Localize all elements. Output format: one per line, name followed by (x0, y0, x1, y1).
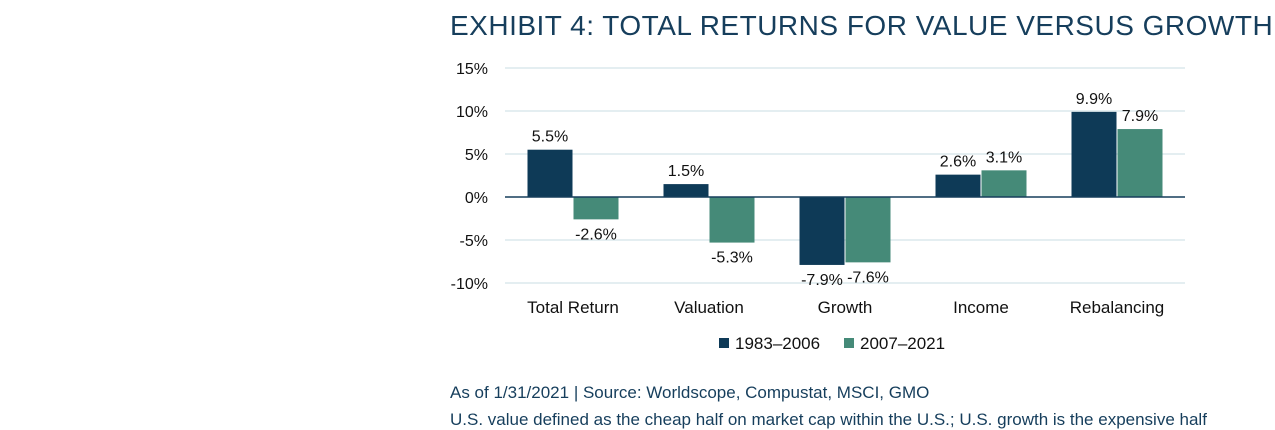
y-tick-label: -10% (451, 276, 488, 293)
bars (527, 111, 1163, 265)
data-label: 9.9% (1076, 91, 1112, 108)
source-note: As of 1/31/2021 | Source: Worldscope, Co… (450, 383, 930, 402)
y-tick-label: 15% (456, 61, 488, 78)
data-label: -2.6% (575, 226, 617, 243)
chart-title: EXHIBIT 4: TOTAL RETURNS FOR VALUE VERSU… (450, 10, 1274, 41)
data-label: 5.5% (532, 129, 568, 146)
legend-swatch (844, 338, 854, 348)
y-tick-label: -5% (460, 233, 488, 250)
bar (663, 184, 709, 197)
bar (1117, 129, 1163, 197)
x-axis-categories: Total Return Valuation Growth Income Rebalan… (527, 298, 1164, 317)
data-labels: 5.5% -2.6% 1.5% -5.3% -7.9% -7.6% 2.6% 3.1% 9.9%… (532, 91, 1158, 289)
x-category-label: Valuation (674, 298, 744, 317)
x-category-label: Income (953, 298, 1009, 317)
footnote: U.S. value defined as the cheap half on … (450, 410, 1207, 429)
data-label: 7.9% (1122, 108, 1158, 125)
bar (709, 197, 755, 243)
bar (799, 197, 845, 265)
data-label: -5.3% (711, 250, 753, 267)
legend: 1983–2006 2007–2021 (719, 334, 945, 353)
bar (845, 197, 891, 263)
y-tick-label: 10% (456, 104, 488, 121)
bar (935, 174, 981, 197)
x-category-label: Growth (818, 298, 873, 317)
x-category-label: Total Return (527, 298, 619, 317)
data-label: 1.5% (668, 163, 704, 180)
x-category-label: Rebalancing (1070, 298, 1165, 317)
y-axis-ticks: 15% 10% 5% 0% -5% -10% (451, 61, 488, 293)
y-tick-label: 5% (465, 147, 488, 164)
bar (527, 149, 573, 197)
bar (573, 197, 619, 220)
y-tick-label: 0% (465, 190, 488, 207)
legend-label: 2007–2021 (860, 334, 945, 353)
legend-label: 1983–2006 (735, 334, 820, 353)
data-label: -7.6% (847, 269, 889, 286)
bar (981, 170, 1027, 197)
bar-chart: 15% 10% 5% 0% -5% -10% 5.5% -2.6% 1.5% -5.3% -7.9… (451, 61, 1185, 353)
data-label: -7.9% (801, 272, 843, 289)
bar (1071, 111, 1117, 197)
legend-swatch (719, 338, 729, 348)
data-label: 2.6% (940, 154, 976, 171)
data-label: 3.1% (986, 149, 1022, 166)
